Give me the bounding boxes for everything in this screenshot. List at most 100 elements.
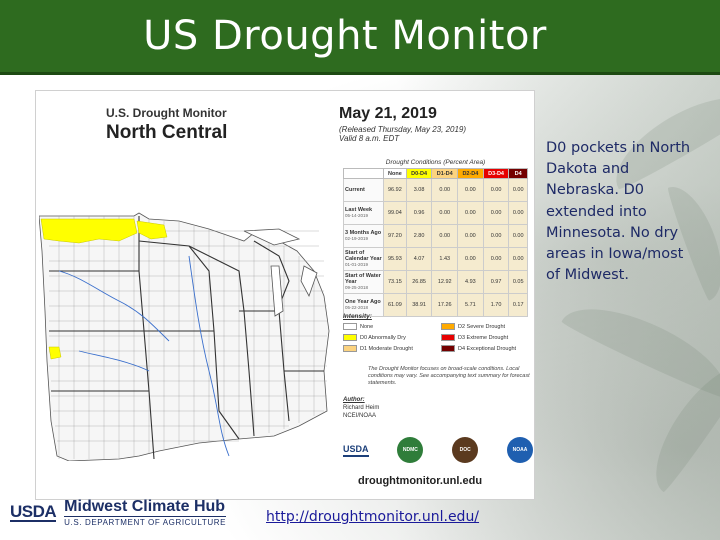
slide-title: US Drought Monitor (143, 13, 547, 59)
row-label-text: Start of Water Year (345, 273, 381, 285)
legend-item: D4 Exceptional Drought (441, 345, 533, 352)
department-name: U.S. DEPARTMENT OF AGRICULTURE (64, 516, 227, 527)
dm-date-block: May 21, 2019 (Released Thursday, May 23,… (339, 105, 466, 143)
drought-monitor-image: U.S. Drought Monitor North Central May 2… (35, 90, 535, 500)
column-header: D0-D4 (405, 168, 433, 179)
column-header: None (383, 168, 407, 179)
author-heading: Author: (343, 397, 365, 403)
row-label-text: 3 Months Ago (345, 230, 382, 236)
d0-areas (40, 218, 168, 360)
legend-item: D1 Moderate Drought (343, 345, 435, 352)
table-row: Start of Calendar Year 01-01-2019 95.93 4.0… (343, 247, 528, 271)
region-shape (39, 212, 330, 461)
row-date: 01-01-2019 (345, 262, 369, 267)
title-bar: US Drought Monitor (0, 0, 720, 75)
table-cell: 0.00 (457, 224, 484, 248)
author-org: NCEI/NOAA (343, 413, 377, 419)
row-label-text: Last Week (345, 207, 373, 213)
drought-monitor-link[interactable]: http://droughtmonitor.unl.edu/ (266, 509, 480, 525)
drought-map (39, 212, 330, 461)
row-label: Current (343, 178, 384, 202)
legend-item: D2 Severe Drought (441, 323, 533, 330)
table-cell: 26.85 (405, 270, 433, 294)
dm-released: (Released Thursday, May 23, 2019) (339, 125, 467, 134)
dm-brand-line1: U.S. Drought Monitor (106, 106, 227, 120)
conditions-table: Drought Conditions (Percent Area) None D… (343, 159, 528, 317)
table-cell: 1.70 (482, 293, 510, 317)
dm-note: The Drought Monitor focuses on broad-sca… (368, 366, 530, 386)
usda-logo: USDA (343, 444, 369, 457)
table-row: Last Week 05-14-2019 99.04 0.96 0.00 0.00 0.00… (343, 201, 528, 225)
table-row: Start of Water Year 09-25-2018 73.15 26.85 1… (343, 270, 528, 294)
partner-logos: USDA NDMC DOC NOAA (343, 437, 533, 463)
row-label: 3 Months Ago 02-19-2019 (343, 224, 384, 248)
row-label-text: Start of Calendar Year (345, 250, 382, 262)
dm-url: droughtmonitor.unl.edu (358, 475, 483, 487)
legend-title: Intensity: (343, 313, 372, 320)
row-label-text: One Year Ago (345, 299, 381, 305)
legend-swatch (343, 323, 357, 330)
row-date: 05-22-2018 (345, 305, 369, 310)
legend-swatch (441, 345, 455, 352)
county-grid (49, 216, 327, 459)
ndmc-logo: NDMC (397, 437, 424, 463)
state-borders (49, 216, 324, 460)
table-cell: 3.08 (405, 178, 433, 202)
dm-valid: Valid 8 a.m. EDT (339, 134, 400, 143)
column-header: D3-D4 (482, 168, 510, 179)
table-cell: 0.97 (482, 270, 510, 294)
footer-usda-mark: USDA (10, 501, 57, 522)
footer-logo-text: Midwest Climate Hub U.S. DEPARTMENT OF A… (64, 498, 227, 527)
column-header: D1-D4 (431, 168, 459, 179)
table-cell: 12.92 (431, 270, 459, 294)
table-cell: 0.17 (508, 293, 528, 317)
table-cell: 97.20 (383, 224, 407, 248)
table-cell: 0.00 (457, 247, 484, 271)
legend-label: D2 Severe Drought (458, 323, 506, 330)
table-cell: 61.09 (383, 293, 407, 317)
row-label: One Year Ago 05-22-2018 (343, 293, 384, 317)
table-cell: 0.00 (482, 201, 510, 225)
row-date: 05-14-2019 (345, 213, 369, 218)
table-cell: 0.96 (405, 201, 433, 225)
legend-swatch (343, 334, 357, 341)
table-cell: 1.43 (431, 247, 459, 271)
legend-label: None (360, 323, 374, 330)
table-cell: 0.05 (508, 270, 528, 294)
table-cell: 96.92 (383, 178, 407, 202)
author-name: Richard Heim (343, 405, 380, 411)
table-row: One Year Ago 05-22-2018 61.09 38.91 17.26 5.7… (343, 293, 528, 317)
lakes (243, 228, 318, 317)
dm-region: North Central (106, 122, 228, 143)
dm-date: May 21, 2019 (339, 105, 437, 122)
table-cell: 0.00 (457, 201, 484, 225)
row-label: Last Week 05-14-2019 (343, 201, 384, 225)
legend-label: D3 Extreme Drought (458, 334, 509, 341)
noaa-logo: NOAA (507, 437, 533, 463)
row-date: 02-19-2019 (345, 236, 369, 241)
table-cell: 0.00 (508, 224, 528, 248)
legend-label: D1 Moderate Drought (360, 345, 413, 352)
hub-name: Midwest Climate Hub (64, 498, 226, 515)
legend-label: D0 Abnormally Dry (360, 334, 406, 341)
dm-author-block: Author: Richard Heim NCEI/NOAA (343, 396, 379, 420)
table-cell: 0.00 (431, 224, 459, 248)
table-cell: 2.80 (405, 224, 433, 248)
table-cell: 4.07 (405, 247, 433, 271)
table-cell: 0.00 (508, 178, 528, 202)
legend-swatch (343, 345, 357, 352)
table-cell: 5.71 (457, 293, 484, 317)
table-caption: Drought Conditions (Percent Area) (385, 159, 486, 166)
table-row: 3 Months Ago 02-19-2019 97.20 2.80 0.00 0.00 0… (343, 224, 528, 248)
table-row: Current 96.92 3.08 0.00 0.00 0.00 0.00 (343, 178, 528, 202)
legend-swatch (441, 323, 455, 330)
table-cell: 73.15 (383, 270, 407, 294)
rivers (58, 255, 230, 457)
column-header: D2-D4 (457, 168, 484, 179)
table-cell: 99.04 (383, 201, 407, 225)
row-label: Start of Calendar Year 01-01-2019 (343, 247, 384, 271)
table-cell: 95.93 (383, 247, 407, 271)
table-header-row: None D0-D4 D1-D4 D2-D4 D3-D4 D4 (343, 168, 528, 179)
legend-item: None (343, 323, 435, 330)
legend-item: D3 Extreme Drought (441, 334, 533, 341)
